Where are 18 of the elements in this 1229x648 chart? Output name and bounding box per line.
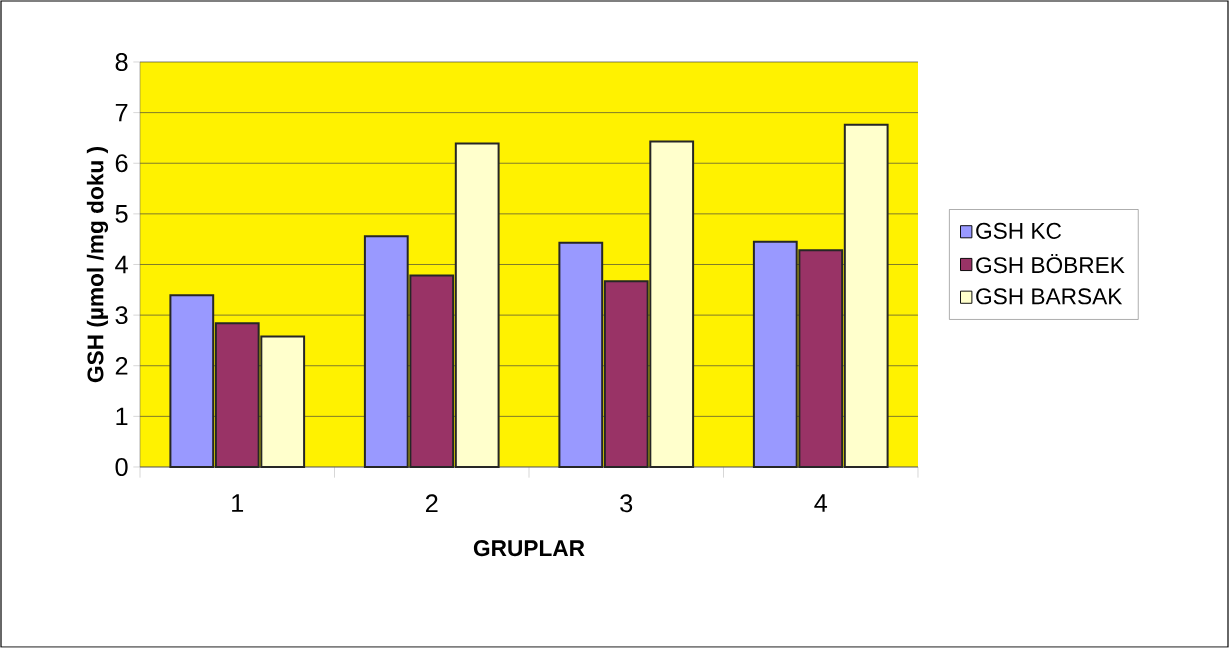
y-tick-label: 8 [115, 53, 128, 71]
x-tick-label: 4 [814, 494, 828, 512]
y-tick-label: 0 [115, 458, 128, 476]
y-tick-label: 7 [115, 103, 128, 122]
y-tick-label: 2 [115, 356, 128, 375]
x-axis-title: GRUPLAR [473, 540, 585, 557]
legend-label: GSH BÖBREK [976, 254, 1125, 274]
x-tick-label: 1 [232, 494, 244, 512]
y-tick-label: 4 [115, 255, 128, 274]
y-axis-title: GSH (µmol /mg doku ) [86, 147, 109, 383]
legend-label: GSH BARSAK [976, 288, 1123, 305]
y-tick-label: 3 [115, 306, 128, 325]
legend-label: GSH KC [976, 222, 1062, 239]
y-tick-label: 1 [116, 407, 128, 426]
y-tick-label: 6 [115, 154, 128, 173]
x-tick-label: 3 [620, 494, 633, 513]
y-tick-label: 5 [115, 205, 128, 223]
x-tick-label: 2 [425, 494, 438, 513]
